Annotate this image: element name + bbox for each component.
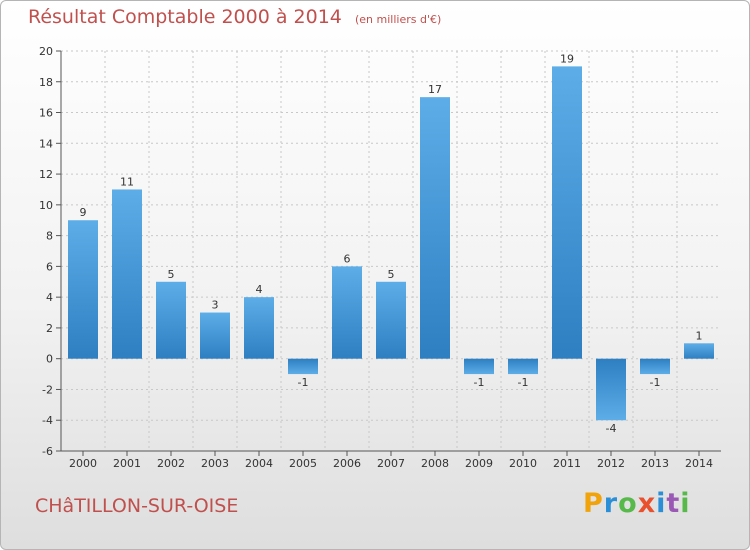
bar: [244, 297, 274, 359]
x-tick-label: 2009: [465, 457, 493, 470]
bar: [596, 358, 626, 421]
bar: [200, 312, 230, 359]
y-tick-label: 14: [39, 137, 53, 150]
x-tick-label: 2001: [113, 457, 141, 470]
y-tick-label: -4: [42, 414, 53, 427]
x-tick-label: 2014: [685, 457, 713, 470]
x-tick-label: 2012: [597, 457, 625, 470]
logo-letter: i: [680, 488, 691, 519]
x-tick-label: 2007: [377, 457, 405, 470]
x-tick-label: 2005: [289, 457, 317, 470]
y-tick-label: 18: [39, 76, 53, 89]
data-label: -1: [518, 376, 529, 389]
bar: [464, 358, 494, 375]
logo-letter: i: [656, 488, 667, 519]
bar: [288, 358, 318, 375]
logo-letter: o: [618, 488, 638, 519]
commune-name: CHâTILLON-SUR-OISE: [35, 495, 239, 517]
y-tick-label: 20: [39, 45, 53, 58]
x-tick-label: 2008: [421, 457, 449, 470]
chart-unit-text: (en milliers d'€): [354, 13, 442, 26]
proxiti-logo: Proxiti: [583, 488, 691, 519]
bar: [420, 97, 450, 359]
data-label: -1: [474, 376, 485, 389]
data-label: 11: [120, 175, 134, 188]
bar: [68, 220, 98, 359]
y-tick-label: 0: [46, 353, 53, 366]
x-tick-label: 2013: [641, 457, 669, 470]
y-tick-label: -2: [42, 383, 53, 396]
data-label: -1: [298, 376, 309, 389]
y-tick-label: 2: [46, 322, 53, 335]
bar: [332, 266, 362, 359]
bar: [640, 358, 670, 375]
x-tick-label: 2004: [245, 457, 273, 470]
bar: [508, 358, 538, 375]
y-tick-label: 6: [46, 260, 53, 273]
y-tick-label: 8: [46, 230, 53, 243]
data-label: -1: [650, 376, 661, 389]
data-label: 6: [344, 252, 351, 265]
data-label: 3: [212, 299, 219, 312]
data-label: 19: [560, 52, 574, 65]
bar: [156, 281, 186, 359]
logo-letter: P: [583, 488, 604, 519]
chart-title: Résultat Comptable 2000 à 2014 (en milli…: [28, 6, 441, 28]
data-label: 1: [696, 329, 703, 342]
x-tick-label: 2010: [509, 457, 537, 470]
bar: [112, 189, 142, 359]
bar: [552, 66, 582, 359]
y-tick-label: 4: [46, 291, 53, 304]
x-tick-label: 2006: [333, 457, 361, 470]
data-label: 9: [80, 206, 87, 219]
logo-letter: t: [666, 488, 681, 519]
x-tick-label: 2002: [157, 457, 185, 470]
x-tick-label: 2000: [69, 457, 97, 470]
data-label: 5: [388, 268, 395, 281]
y-tick-label: 12: [39, 168, 53, 181]
y-tick-label: 16: [39, 107, 53, 120]
bar: [376, 281, 406, 359]
data-label: 17: [428, 83, 442, 96]
logo-letter: x: [637, 488, 657, 519]
data-label: -4: [606, 422, 617, 435]
x-tick-label: 2003: [201, 457, 229, 470]
y-tick-label: 10: [39, 199, 53, 212]
bar: [684, 343, 714, 359]
logo-letter: r: [603, 488, 619, 519]
data-label: 4: [256, 283, 263, 296]
chart-title-text: Résultat Comptable 2000 à 2014: [28, 6, 342, 28]
y-tick-label: -6: [42, 445, 53, 458]
data-label: 5: [168, 268, 175, 281]
x-tick-label: 2011: [553, 457, 581, 470]
